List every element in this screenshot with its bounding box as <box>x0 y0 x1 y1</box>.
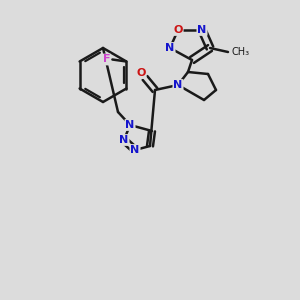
Text: O: O <box>136 68 146 78</box>
Text: CH₃: CH₃ <box>231 47 249 57</box>
Text: N: N <box>197 25 207 35</box>
Text: F: F <box>103 55 110 64</box>
Text: N: N <box>119 135 129 145</box>
Text: N: N <box>125 120 135 130</box>
Text: N: N <box>130 145 140 155</box>
Text: N: N <box>173 80 183 90</box>
Text: N: N <box>165 43 175 53</box>
Text: O: O <box>173 25 183 35</box>
